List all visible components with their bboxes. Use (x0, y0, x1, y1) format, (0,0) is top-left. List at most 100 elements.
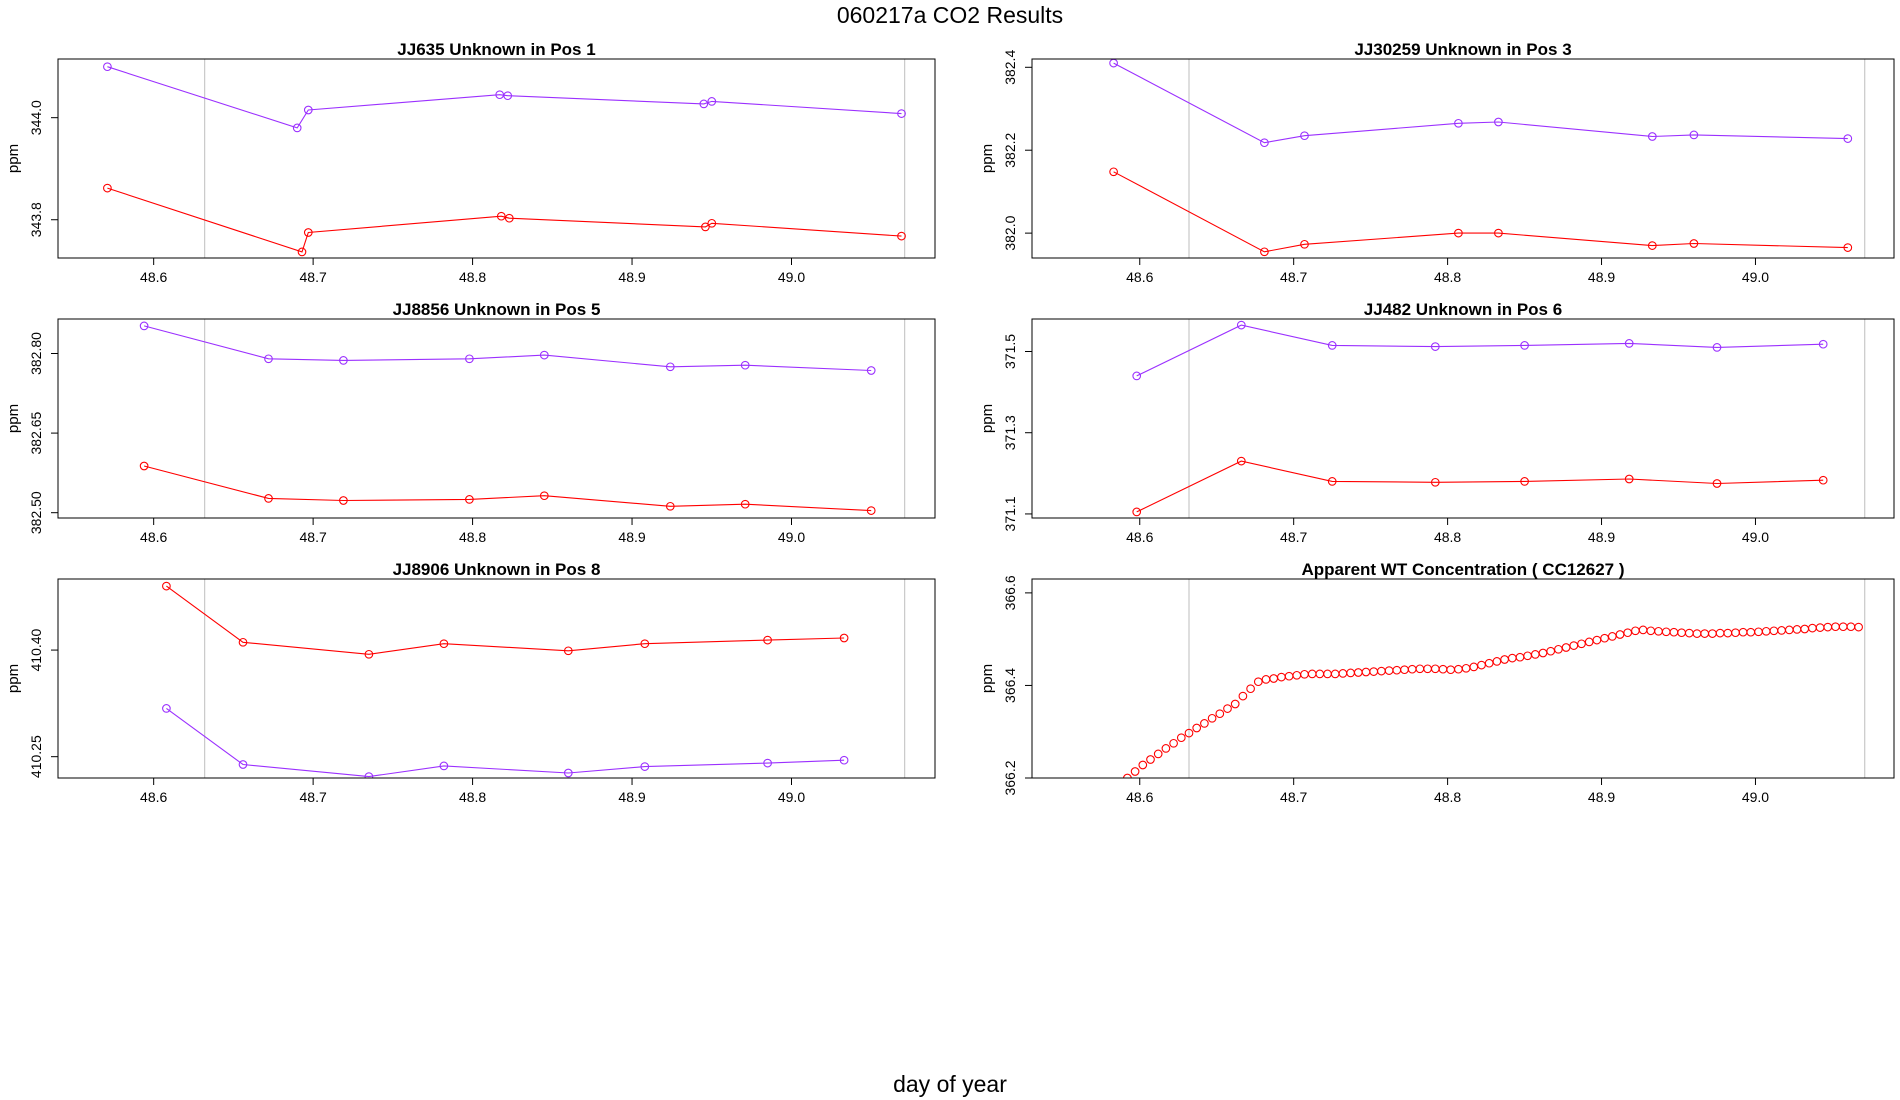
panel-6-series-red-point-78 (1715, 628, 1725, 638)
panel-6-xtick-label-4: 48.9 (1588, 789, 1615, 805)
panel-2-ytick-label-3: 382.4 (1002, 50, 1018, 85)
panel-6-series-red-point-1 (1123, 773, 1132, 778)
panel-2-ytick-label-2: 382.2 (1002, 132, 1018, 167)
panel-6-series-red-point-74 (1684, 628, 1694, 638)
panel-4-title: JJ482 Unknown in Pos 6 (1364, 300, 1562, 319)
panel-3-ylabel: ppm (5, 404, 22, 433)
panel-4-series-purple-point-8 (1818, 339, 1828, 349)
panel-2-series-red-point-7 (1689, 239, 1699, 248)
panel-1-ylabel: ppm (5, 144, 22, 173)
panel-1-series-purple-point-2 (292, 123, 302, 133)
panel-2-xtick-label-2: 48.7 (1280, 269, 1307, 285)
panel-2-series-red-point-6 (1647, 241, 1657, 250)
panel-6-series-red-point-93 (1831, 622, 1840, 632)
panel-6-series-red-point-18 (1253, 677, 1263, 687)
panel-2-series-purple-line (1113, 62, 1848, 144)
panel-2-series-purple-point-5 (1494, 117, 1503, 127)
panel-6-series-red-point-86 (1777, 626, 1786, 635)
panel-6-series-red-point-31 (1353, 668, 1363, 677)
panel-6-series-red-point-61 (1584, 637, 1594, 647)
panel-5-xtick-label-1: 48.6 (140, 789, 167, 805)
panel-2-series-red-point-5 (1494, 228, 1503, 238)
panel-4-xtick-label-2: 48.7 (1280, 529, 1307, 545)
panel-4-frame (1031, 318, 1895, 519)
panel-6-series-red-point-2 (1130, 767, 1140, 776)
panel-6-series-red-point-89 (1800, 624, 1810, 634)
panel-1-xtick-label-1: 48.6 (140, 269, 167, 285)
panel-4-xtick-label-3: 48.8 (1434, 529, 1461, 545)
panel-6-series-red-point-87 (1784, 625, 1794, 635)
panel-6-series-red-point-38 (1407, 664, 1417, 674)
panel-4-series-red-point-7 (1712, 479, 1722, 488)
panel-6-series-red-point-52 (1515, 652, 1525, 662)
panel-6-series-red-point-59 (1569, 641, 1579, 650)
panel-6-ytick-label-2: 366.4 (1002, 668, 1018, 703)
panel-4-series-purple-point-3 (1327, 341, 1337, 350)
panel-5-ytick-label-1: 410.25 (28, 735, 44, 778)
panel-5-series-red-point-4 (439, 639, 449, 649)
panel-3-series-red-point-6 (665, 501, 675, 511)
panel-6-series-red-point-60 (1577, 639, 1586, 649)
panel-6-series-red-point-22 (1284, 671, 1294, 681)
panel-4-ytick-label-1: 371.1 (1002, 496, 1018, 531)
panel-6-series-red-point-15 (1230, 699, 1240, 709)
panel-4-series-purple-point-6 (1624, 339, 1634, 348)
panel-1-series-purple-point-5 (503, 91, 513, 101)
panel-4-series-red-line (1136, 460, 1824, 513)
panel-5-ytick-label-2: 410.40 (28, 628, 44, 671)
panel-1-series-purple-point-3 (303, 105, 313, 115)
panel-1-xtick-label-5: 49.0 (778, 269, 805, 285)
panel-2-plot-area (1109, 59, 1853, 257)
panel-6-series-red-point-9 (1184, 728, 1194, 738)
panel-1-series-red-point-3 (303, 228, 313, 237)
panel-2-xtick-label-5: 49.0 (1742, 269, 1769, 285)
panel-2-series-red-point-3 (1300, 239, 1309, 249)
panel-6-series-red-point-19 (1261, 675, 1271, 684)
panel-5-series-purple-point-7 (763, 758, 772, 768)
panel-4-series-red-point-4 (1430, 477, 1440, 487)
panel-6-series-red-point-92 (1823, 622, 1833, 632)
panel-6-series-red-point-69 (1646, 626, 1656, 636)
panel-1-series-purple-point-6 (699, 99, 709, 109)
panel-6-series-red-point-26 (1315, 669, 1325, 679)
panel-3-series-purple-point-3 (339, 356, 348, 365)
panel-3-series-red-point-5 (539, 491, 549, 501)
panel-1-series-purple-point-1 (103, 62, 112, 72)
panel-6-series-red-point-17 (1246, 684, 1255, 694)
panel-4-series-purple-point-7 (1712, 343, 1722, 352)
panel-1-title: JJ635 Unknown in Pos 1 (397, 40, 595, 59)
panel-3-series-purple-point-1 (139, 321, 149, 331)
panel-3-series-purple-line (143, 325, 872, 372)
panel-6-series-red-point-88 (1792, 625, 1802, 634)
panel-3-xtick-label-4: 48.9 (618, 529, 645, 545)
panel-4: JJ482 Unknown in Pos 6 ppm 48.6 48.7 48.8 48.… (979, 300, 1895, 545)
panel-1-series-red-point-5 (504, 213, 514, 223)
panel-5-series-purple-point-6 (640, 762, 650, 771)
panel-6-series-red-point-39 (1415, 664, 1425, 674)
panel-6-series-red-point-41 (1430, 664, 1440, 674)
panel-6-series-red-point-34 (1377, 666, 1386, 676)
panel-4-series-red-point-6 (1624, 474, 1634, 484)
panel-5-series-purple-point-3 (364, 772, 374, 778)
panel-6-series-red-point-16 (1238, 691, 1248, 701)
panel-5-frame (57, 578, 936, 779)
panel-3-frame (57, 318, 936, 519)
panel-6-series-red-point-42 (1438, 664, 1448, 674)
panel-2-series-purple-point-4 (1454, 118, 1463, 128)
panel-1-series-red-point-7 (707, 218, 717, 228)
panel-3-xtick-label-2: 48.7 (300, 529, 327, 545)
panel-4-series-red-point-8 (1818, 475, 1828, 485)
panel-2-series-red-point-8 (1843, 243, 1853, 252)
panel-6-xtick-label-5: 49.0 (1742, 789, 1769, 805)
panel-3-series-purple-point-6 (665, 362, 675, 372)
panel-1-series-purple-point-7 (707, 97, 717, 106)
panel-1-xtick-label-2: 48.7 (300, 269, 327, 285)
panel-6-series-red-point-56 (1546, 646, 1556, 656)
panel-6-series-red-point-49 (1492, 657, 1502, 666)
panel-3-series-purple-point-5 (539, 350, 549, 360)
panel-6-series-red-point-76 (1700, 629, 1710, 638)
panel-1-xtick-label-3: 48.8 (459, 269, 486, 285)
panel-5-xtick-label-5: 49.0 (778, 789, 805, 805)
panel-5-series-red-line (166, 585, 845, 655)
panel-6-xtick-label-3: 48.8 (1434, 789, 1461, 805)
